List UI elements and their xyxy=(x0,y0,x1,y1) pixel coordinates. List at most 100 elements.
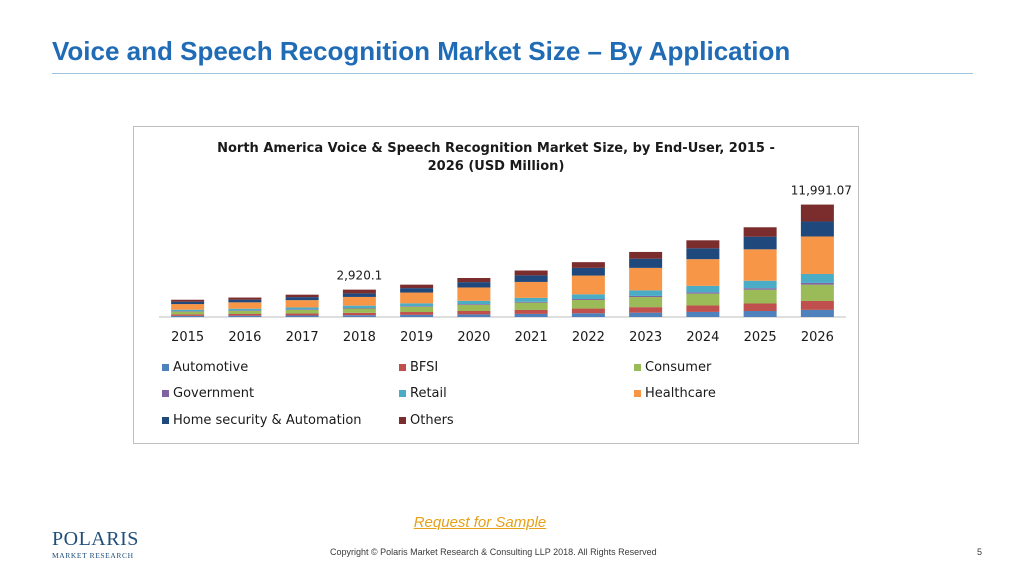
bar-segment-healthcare-2018 xyxy=(342,296,376,306)
bar-segment-retail-2019 xyxy=(400,303,434,307)
data-label-2026: 11,991.07 xyxy=(791,184,852,198)
bar-segment-others-2025 xyxy=(743,227,777,237)
bar-segment-government-2018 xyxy=(342,308,376,309)
copyright-text: Copyright © Polaris Market Research & Co… xyxy=(330,547,657,557)
bar-segment-others-2019 xyxy=(400,284,434,289)
bar-segment-home-security-automation-2021 xyxy=(514,275,548,282)
bar-segment-retail-2016 xyxy=(228,308,262,311)
bar-segment-healthcare-2025 xyxy=(743,249,777,281)
bar-segment-bfsi-2024 xyxy=(686,305,720,312)
bar-segment-consumer-2023 xyxy=(629,297,663,308)
bar-segment-home-security-automation-2020 xyxy=(457,282,491,288)
bar-segment-home-security-automation-2023 xyxy=(629,258,663,268)
bar-segment-others-2016 xyxy=(228,297,262,300)
bar-segment-retail-2015 xyxy=(171,309,205,312)
bar-segment-others-2020 xyxy=(457,278,491,283)
bar-segment-government-2021 xyxy=(514,301,548,303)
legend-swatch-healthcare xyxy=(634,390,641,397)
bar-segment-healthcare-2019 xyxy=(400,292,434,304)
bar-segment-automotive-2021 xyxy=(514,313,548,317)
bar-segment-government-2025 xyxy=(743,288,777,290)
bar-segment-consumer-2020 xyxy=(457,304,491,311)
legend-swatch-consumer xyxy=(634,364,641,371)
bar-segment-bfsi-2023 xyxy=(629,307,663,313)
bar-segment-government-2024 xyxy=(686,292,720,294)
bar-segment-others-2026 xyxy=(800,204,834,222)
bar-segment-consumer-2016 xyxy=(228,310,262,314)
legend-label-retail: Retail xyxy=(410,386,447,401)
bar-segment-automotive-2026 xyxy=(800,309,834,318)
bar-segment-healthcare-2024 xyxy=(686,259,720,286)
x-tick-label-2016: 2016 xyxy=(228,330,261,345)
bar-segment-home-security-automation-2024 xyxy=(686,248,720,260)
legend-swatch-home-security-automation xyxy=(162,417,169,424)
bar-segment-retail-2023 xyxy=(629,290,663,296)
legend-label-government: Government xyxy=(173,386,254,401)
bar-segment-government-2020 xyxy=(457,304,491,305)
legend-label-others: Others xyxy=(410,413,454,428)
bar-segment-others-2023 xyxy=(629,251,663,259)
chart-title-line-1: North America Voice & Speech Recognition… xyxy=(217,141,775,156)
bar-segment-others-2015 xyxy=(171,299,205,302)
bar-segment-bfsi-2019 xyxy=(400,312,434,315)
bar-segment-retail-2021 xyxy=(514,297,548,302)
legend-swatch-automotive xyxy=(162,364,169,371)
bar-segment-automotive-2024 xyxy=(686,311,720,317)
bar-segment-automotive-2016 xyxy=(228,315,262,317)
polaris-logo: POLARIS MARKET RESEARCH xyxy=(52,529,138,563)
bar-segment-retail-2024 xyxy=(686,285,720,293)
x-tick-label-2026: 2026 xyxy=(801,330,834,345)
bar-segment-bfsi-2026 xyxy=(800,300,834,310)
bar-segment-government-2016 xyxy=(228,310,262,311)
bar-segment-consumer-2019 xyxy=(400,306,434,313)
bar-segment-consumer-2015 xyxy=(171,311,205,315)
legend-swatch-bfsi xyxy=(399,364,406,371)
bar-segment-retail-2026 xyxy=(800,273,834,283)
legend-label-consumer: Consumer xyxy=(645,360,712,375)
x-tick-label-2024: 2024 xyxy=(686,330,719,345)
bar-segment-healthcare-2021 xyxy=(514,281,548,298)
bar-segment-others-2017 xyxy=(285,294,319,298)
x-tick-label-2023: 2023 xyxy=(629,330,662,345)
bar-segment-automotive-2025 xyxy=(743,311,777,317)
bar-segment-bfsi-2020 xyxy=(457,311,491,315)
x-tick-label-2020: 2020 xyxy=(457,330,490,345)
bar-segment-bfsi-2022 xyxy=(571,308,605,314)
bar-segment-bfsi-2021 xyxy=(514,309,548,314)
bar-segment-government-2017 xyxy=(285,309,319,310)
bar-segment-government-2015 xyxy=(171,311,205,312)
bar-segment-healthcare-2022 xyxy=(571,275,605,295)
bar-segment-consumer-2026 xyxy=(800,284,834,301)
bar-segment-healthcare-2020 xyxy=(457,287,491,301)
logo-sub-text: MARKET RESEARCH xyxy=(52,551,134,560)
title-divider xyxy=(52,73,973,74)
bar-segment-retail-2020 xyxy=(457,300,491,305)
bar-segment-government-2019 xyxy=(400,306,434,307)
bar-segment-home-security-automation-2019 xyxy=(400,288,434,293)
bar-segment-consumer-2017 xyxy=(285,309,319,314)
x-tick-label-2025: 2025 xyxy=(744,330,777,345)
bar-segment-bfsi-2018 xyxy=(342,312,376,316)
stacked-bar-chart: North America Voice & Speech Recognition… xyxy=(159,141,852,428)
page-number: 5 xyxy=(977,547,983,557)
bar-segment-automotive-2015 xyxy=(171,315,205,318)
bar-segment-consumer-2025 xyxy=(743,289,777,304)
bar-segment-bfsi-2017 xyxy=(285,313,319,316)
x-tick-label-2019: 2019 xyxy=(400,330,433,345)
chart-title-line-2: 2026 (USD Million) xyxy=(428,159,565,174)
bar-segment-retail-2025 xyxy=(743,280,777,289)
bar-segment-automotive-2019 xyxy=(400,314,434,317)
bar-segment-others-2018 xyxy=(342,289,376,294)
x-tick-label-2015: 2015 xyxy=(171,330,204,345)
bar-segment-home-security-automation-2026 xyxy=(800,221,834,237)
bar-segment-home-security-automation-2022 xyxy=(571,267,605,276)
bar-segment-others-2024 xyxy=(686,240,720,249)
bar-segment-consumer-2018 xyxy=(342,308,376,313)
bar-segment-bfsi-2016 xyxy=(228,314,262,316)
bar-segment-automotive-2017 xyxy=(285,315,319,317)
bar-segment-retail-2022 xyxy=(571,294,605,299)
request-sample-link[interactable]: Request for Sample xyxy=(413,514,547,531)
legend-label-healthcare: Healthcare xyxy=(645,386,716,401)
x-tick-label-2018: 2018 xyxy=(343,330,376,345)
bar-segment-government-2022 xyxy=(571,299,605,300)
